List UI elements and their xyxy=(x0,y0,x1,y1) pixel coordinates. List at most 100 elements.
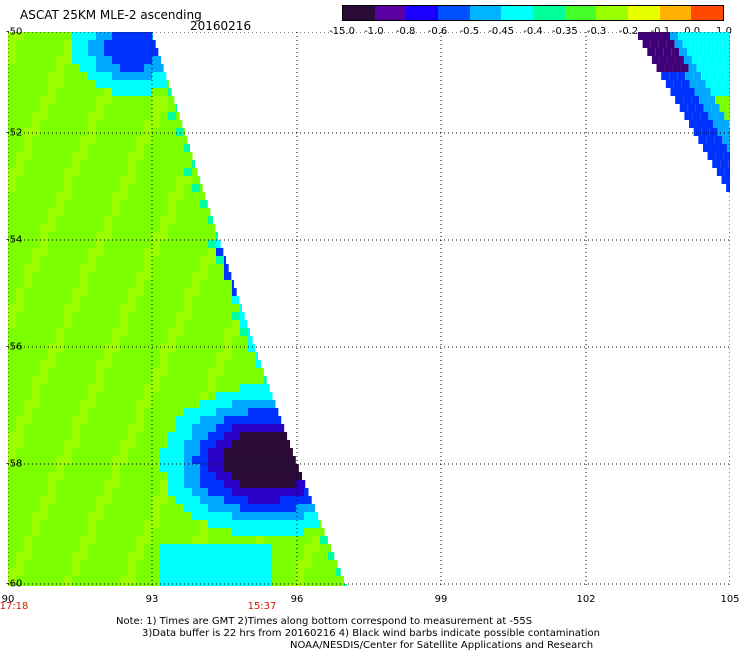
swath-cell xyxy=(120,376,128,384)
swath-cell xyxy=(128,448,136,456)
swath-cell xyxy=(128,560,136,568)
swath-cell xyxy=(64,200,72,208)
swath-cell xyxy=(40,144,48,152)
swath-cell xyxy=(16,56,24,64)
swath-cell xyxy=(128,352,136,360)
swath-cell xyxy=(80,440,88,448)
swath-cell xyxy=(128,96,136,104)
swath-cell xyxy=(136,520,144,528)
swath-cell xyxy=(160,352,168,360)
swath-cell xyxy=(168,248,176,256)
swath-cell xyxy=(168,240,176,248)
swath-cell xyxy=(256,408,264,416)
swath-cell xyxy=(200,512,208,520)
swath-cell xyxy=(56,176,64,184)
swath-cell xyxy=(144,224,152,232)
swath-cell xyxy=(716,112,724,120)
swath-cell xyxy=(56,272,64,280)
swath-cell xyxy=(104,416,112,424)
swath-cell xyxy=(8,160,16,168)
swath-cell xyxy=(184,392,192,400)
swath-cell xyxy=(304,552,312,560)
swath-cell xyxy=(72,208,80,216)
swath-cell xyxy=(248,504,256,512)
swath-cell xyxy=(96,72,104,80)
swath-cell xyxy=(32,256,40,264)
swath-cell xyxy=(192,304,200,312)
swath-cell xyxy=(88,328,96,336)
swath-cell xyxy=(200,576,208,584)
swath-cell xyxy=(104,304,112,312)
swath-cell xyxy=(32,152,40,160)
swath-cell xyxy=(72,48,80,56)
swath-cell xyxy=(96,328,104,336)
swath-cell xyxy=(40,80,48,88)
swath-cell xyxy=(128,376,136,384)
swath-cell xyxy=(120,96,128,104)
swath-cell xyxy=(208,360,216,368)
swath-cell xyxy=(136,400,144,408)
swath-cell xyxy=(32,272,40,280)
swath-cell xyxy=(184,200,192,208)
swath-cell xyxy=(96,184,104,192)
swath-cell xyxy=(280,480,288,488)
swath-cell xyxy=(144,176,152,184)
swath-cell xyxy=(144,504,152,512)
swath-cell xyxy=(72,416,80,424)
swath-cell xyxy=(48,544,56,552)
swath-cell xyxy=(216,264,224,272)
swath-cell xyxy=(679,48,687,56)
swath-cell xyxy=(32,504,40,512)
swath-cell xyxy=(48,176,56,184)
swath-cell xyxy=(288,544,296,552)
swath-cell xyxy=(288,576,296,584)
swath-cell xyxy=(128,440,136,448)
swath-cell xyxy=(104,232,112,240)
swath-cell xyxy=(96,160,104,168)
swath-cell xyxy=(160,400,168,408)
swath-cell xyxy=(120,352,128,360)
swath-cell xyxy=(224,480,232,488)
swath-cell xyxy=(675,40,683,48)
swath-cell xyxy=(224,328,232,336)
swath-cell xyxy=(88,416,96,424)
swath-cell xyxy=(168,120,176,128)
swath-cell xyxy=(706,80,714,88)
swath-cell xyxy=(248,416,256,424)
swath-cell xyxy=(80,128,88,136)
swath-cell xyxy=(64,376,72,384)
swath-cell xyxy=(192,528,200,536)
swath-cell xyxy=(24,432,32,440)
swath-cell xyxy=(240,352,248,360)
swath-cell xyxy=(16,280,24,288)
swath-cell xyxy=(176,272,184,280)
swath-cell xyxy=(32,112,40,120)
swath-cell xyxy=(160,448,168,456)
swath-cell xyxy=(96,88,104,96)
swath-cell xyxy=(48,568,56,576)
swath-cell xyxy=(48,72,56,80)
swath-cell xyxy=(8,448,16,456)
swath-cell xyxy=(144,80,152,88)
swath-cell xyxy=(16,248,24,256)
swath-cell xyxy=(168,152,176,160)
swath-cell xyxy=(16,152,24,160)
swath-cell xyxy=(128,152,136,160)
swath-cell xyxy=(104,192,112,200)
swath-cell xyxy=(160,80,168,88)
swath-cell xyxy=(192,336,200,344)
swath-cell xyxy=(256,528,264,536)
swath-cell xyxy=(8,288,16,296)
swath-cell xyxy=(40,48,48,56)
swath-cell xyxy=(112,192,120,200)
swath-cell xyxy=(224,376,232,384)
swath-cell xyxy=(32,208,40,216)
swath-cell xyxy=(272,400,275,408)
swath-cell xyxy=(176,448,184,456)
swath-cell xyxy=(192,176,200,184)
swath-cell xyxy=(72,64,80,72)
swath-cell xyxy=(96,128,104,136)
swath-cell xyxy=(144,280,152,288)
swath-cell xyxy=(224,456,232,464)
swath-cell xyxy=(56,216,64,224)
